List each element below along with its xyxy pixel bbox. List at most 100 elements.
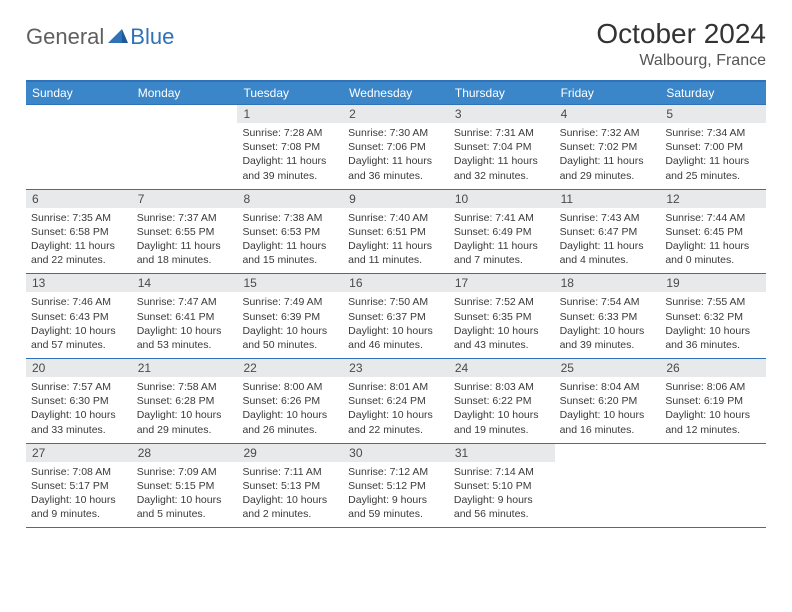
day-cell: 3Sunrise: 7:31 AM Sunset: 7:04 PM Daylig…	[449, 105, 555, 189]
day-content	[660, 462, 766, 471]
day-number: 27	[26, 444, 132, 462]
day-number: 28	[132, 444, 238, 462]
day-cell: 13Sunrise: 7:46 AM Sunset: 6:43 PM Dayli…	[26, 274, 132, 358]
logo: General Blue	[26, 18, 174, 50]
day-cell: 19Sunrise: 7:55 AM Sunset: 6:32 PM Dayli…	[660, 274, 766, 358]
day-content: Sunrise: 7:52 AM Sunset: 6:35 PM Dayligh…	[449, 292, 555, 358]
day-cell: 18Sunrise: 7:54 AM Sunset: 6:33 PM Dayli…	[555, 274, 661, 358]
day-cell: 1Sunrise: 7:28 AM Sunset: 7:08 PM Daylig…	[237, 105, 343, 189]
day-number	[555, 444, 661, 462]
day-number: 12	[660, 190, 766, 208]
day-content: Sunrise: 7:54 AM Sunset: 6:33 PM Dayligh…	[555, 292, 661, 358]
day-number: 23	[343, 359, 449, 377]
weekday-header: Friday	[555, 82, 661, 104]
day-content: Sunrise: 7:34 AM Sunset: 7:00 PM Dayligh…	[660, 123, 766, 189]
day-cell	[132, 105, 238, 189]
day-cell: 5Sunrise: 7:34 AM Sunset: 7:00 PM Daylig…	[660, 105, 766, 189]
day-cell: 6Sunrise: 7:35 AM Sunset: 6:58 PM Daylig…	[26, 190, 132, 274]
day-number: 11	[555, 190, 661, 208]
day-content: Sunrise: 7:58 AM Sunset: 6:28 PM Dayligh…	[132, 377, 238, 443]
day-number: 30	[343, 444, 449, 462]
day-cell: 30Sunrise: 7:12 AM Sunset: 5:12 PM Dayli…	[343, 444, 449, 528]
day-number: 8	[237, 190, 343, 208]
location: Walbourg, France	[596, 52, 766, 70]
calendar: SundayMondayTuesdayWednesdayThursdayFrid…	[26, 80, 766, 528]
day-content: Sunrise: 7:55 AM Sunset: 6:32 PM Dayligh…	[660, 292, 766, 358]
week-row: 6Sunrise: 7:35 AM Sunset: 6:58 PM Daylig…	[26, 189, 766, 274]
day-content: Sunrise: 7:41 AM Sunset: 6:49 PM Dayligh…	[449, 208, 555, 274]
day-number: 2	[343, 105, 449, 123]
day-content: Sunrise: 8:00 AM Sunset: 6:26 PM Dayligh…	[237, 377, 343, 443]
day-cell: 21Sunrise: 7:58 AM Sunset: 6:28 PM Dayli…	[132, 359, 238, 443]
day-cell	[555, 444, 661, 528]
day-cell: 26Sunrise: 8:06 AM Sunset: 6:19 PM Dayli…	[660, 359, 766, 443]
day-content: Sunrise: 7:37 AM Sunset: 6:55 PM Dayligh…	[132, 208, 238, 274]
day-content: Sunrise: 7:08 AM Sunset: 5:17 PM Dayligh…	[26, 462, 132, 528]
day-number: 22	[237, 359, 343, 377]
day-cell: 4Sunrise: 7:32 AM Sunset: 7:02 PM Daylig…	[555, 105, 661, 189]
day-number	[660, 444, 766, 462]
day-cell: 28Sunrise: 7:09 AM Sunset: 5:15 PM Dayli…	[132, 444, 238, 528]
day-content: Sunrise: 7:49 AM Sunset: 6:39 PM Dayligh…	[237, 292, 343, 358]
day-content: Sunrise: 7:32 AM Sunset: 7:02 PM Dayligh…	[555, 123, 661, 189]
day-number: 4	[555, 105, 661, 123]
header: General Blue October 2024 Walbourg, Fran…	[26, 18, 766, 70]
day-number: 3	[449, 105, 555, 123]
day-content: Sunrise: 7:57 AM Sunset: 6:30 PM Dayligh…	[26, 377, 132, 443]
day-number: 21	[132, 359, 238, 377]
day-number	[132, 105, 238, 123]
day-content: Sunrise: 7:50 AM Sunset: 6:37 PM Dayligh…	[343, 292, 449, 358]
day-content: Sunrise: 7:35 AM Sunset: 6:58 PM Dayligh…	[26, 208, 132, 274]
day-cell: 24Sunrise: 8:03 AM Sunset: 6:22 PM Dayli…	[449, 359, 555, 443]
day-number: 6	[26, 190, 132, 208]
day-cell: 10Sunrise: 7:41 AM Sunset: 6:49 PM Dayli…	[449, 190, 555, 274]
day-cell: 20Sunrise: 7:57 AM Sunset: 6:30 PM Dayli…	[26, 359, 132, 443]
day-content: Sunrise: 7:47 AM Sunset: 6:41 PM Dayligh…	[132, 292, 238, 358]
day-number: 20	[26, 359, 132, 377]
day-content	[555, 462, 661, 471]
logo-text-blue: Blue	[130, 24, 174, 50]
day-number: 9	[343, 190, 449, 208]
day-content: Sunrise: 8:01 AM Sunset: 6:24 PM Dayligh…	[343, 377, 449, 443]
day-number: 10	[449, 190, 555, 208]
day-content: Sunrise: 7:40 AM Sunset: 6:51 PM Dayligh…	[343, 208, 449, 274]
day-content: Sunrise: 7:38 AM Sunset: 6:53 PM Dayligh…	[237, 208, 343, 274]
day-number: 29	[237, 444, 343, 462]
weekday-header: Sunday	[26, 82, 132, 104]
day-content: Sunrise: 8:04 AM Sunset: 6:20 PM Dayligh…	[555, 377, 661, 443]
day-cell: 7Sunrise: 7:37 AM Sunset: 6:55 PM Daylig…	[132, 190, 238, 274]
day-number: 1	[237, 105, 343, 123]
week-row: 13Sunrise: 7:46 AM Sunset: 6:43 PM Dayli…	[26, 273, 766, 358]
day-content: Sunrise: 8:03 AM Sunset: 6:22 PM Dayligh…	[449, 377, 555, 443]
day-content: Sunrise: 7:28 AM Sunset: 7:08 PM Dayligh…	[237, 123, 343, 189]
day-content: Sunrise: 7:46 AM Sunset: 6:43 PM Dayligh…	[26, 292, 132, 358]
day-number: 5	[660, 105, 766, 123]
day-content	[26, 123, 132, 132]
logo-triangle-icon	[108, 27, 128, 48]
day-content: Sunrise: 7:11 AM Sunset: 5:13 PM Dayligh…	[237, 462, 343, 528]
day-number	[26, 105, 132, 123]
day-content: Sunrise: 7:43 AM Sunset: 6:47 PM Dayligh…	[555, 208, 661, 274]
weekday-header: Saturday	[660, 82, 766, 104]
day-cell: 9Sunrise: 7:40 AM Sunset: 6:51 PM Daylig…	[343, 190, 449, 274]
day-cell	[26, 105, 132, 189]
weekday-header: Tuesday	[237, 82, 343, 104]
day-cell: 12Sunrise: 7:44 AM Sunset: 6:45 PM Dayli…	[660, 190, 766, 274]
day-cell: 23Sunrise: 8:01 AM Sunset: 6:24 PM Dayli…	[343, 359, 449, 443]
day-cell: 11Sunrise: 7:43 AM Sunset: 6:47 PM Dayli…	[555, 190, 661, 274]
day-cell: 31Sunrise: 7:14 AM Sunset: 5:10 PM Dayli…	[449, 444, 555, 528]
week-row: 1Sunrise: 7:28 AM Sunset: 7:08 PM Daylig…	[26, 104, 766, 189]
day-content: Sunrise: 7:30 AM Sunset: 7:06 PM Dayligh…	[343, 123, 449, 189]
title-block: October 2024 Walbourg, France	[596, 18, 766, 70]
day-cell: 8Sunrise: 7:38 AM Sunset: 6:53 PM Daylig…	[237, 190, 343, 274]
day-cell: 27Sunrise: 7:08 AM Sunset: 5:17 PM Dayli…	[26, 444, 132, 528]
day-cell: 2Sunrise: 7:30 AM Sunset: 7:06 PM Daylig…	[343, 105, 449, 189]
day-cell	[660, 444, 766, 528]
day-number: 25	[555, 359, 661, 377]
day-number: 17	[449, 274, 555, 292]
day-content: Sunrise: 8:06 AM Sunset: 6:19 PM Dayligh…	[660, 377, 766, 443]
day-number: 31	[449, 444, 555, 462]
day-number: 19	[660, 274, 766, 292]
day-cell: 15Sunrise: 7:49 AM Sunset: 6:39 PM Dayli…	[237, 274, 343, 358]
day-content: Sunrise: 7:44 AM Sunset: 6:45 PM Dayligh…	[660, 208, 766, 274]
